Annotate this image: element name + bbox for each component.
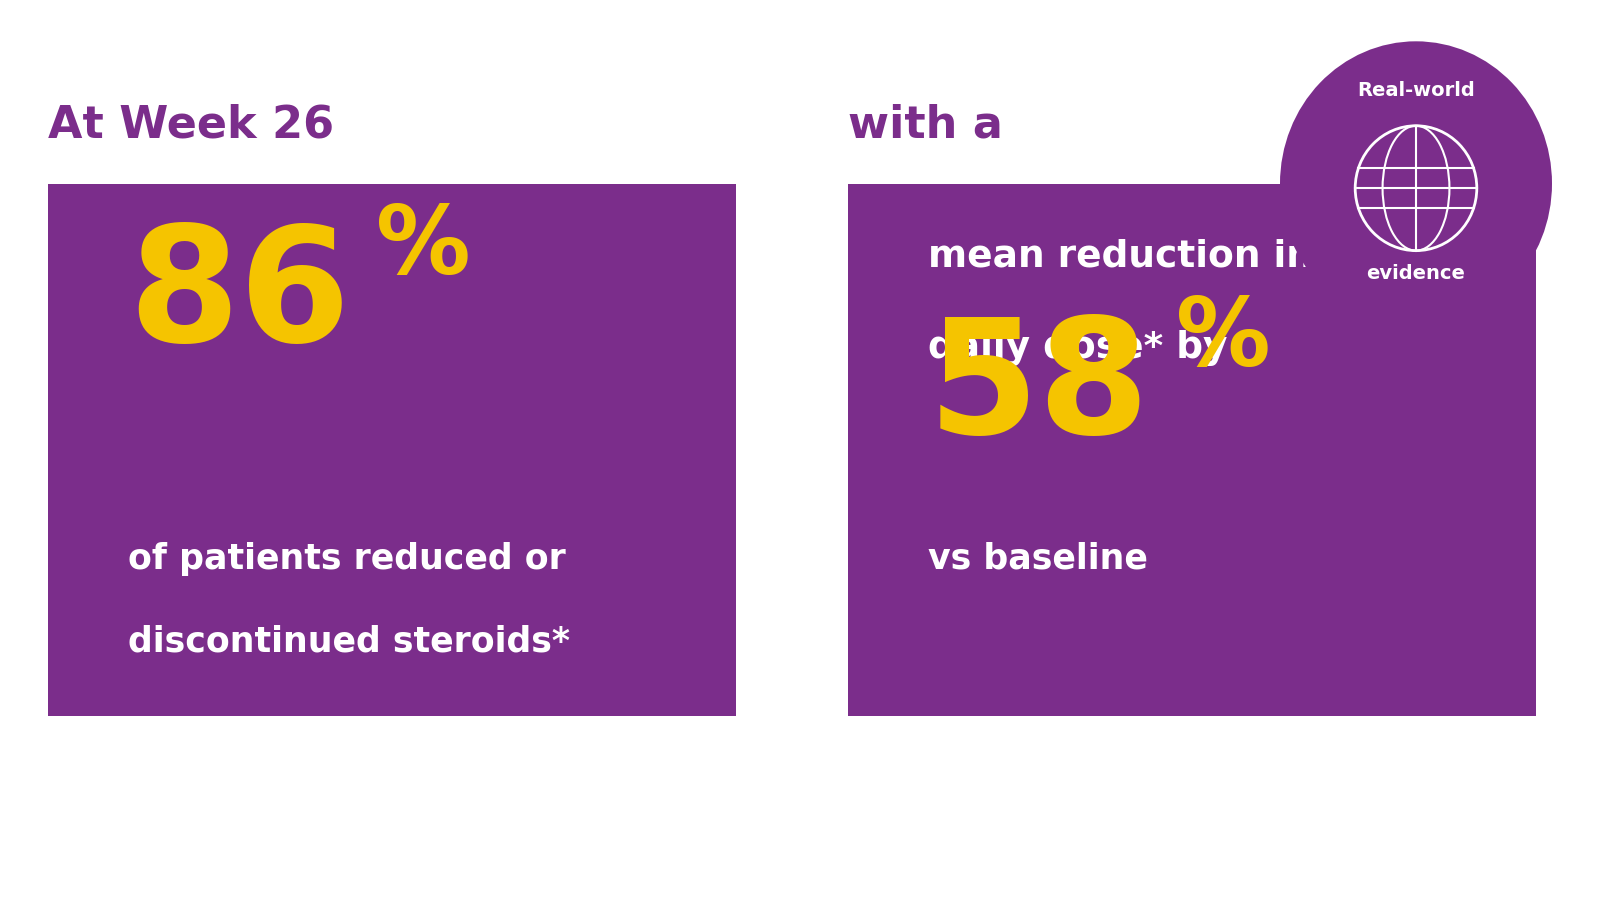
Text: vs baseline: vs baseline	[928, 542, 1147, 576]
Text: %: %	[376, 202, 470, 294]
Text: %: %	[1176, 294, 1270, 386]
FancyBboxPatch shape	[848, 184, 1536, 716]
Text: At Week 26: At Week 26	[48, 104, 334, 147]
Text: evidence: evidence	[1366, 264, 1466, 283]
Text: of patients reduced or: of patients reduced or	[128, 542, 566, 576]
Text: daily dose* by: daily dose* by	[928, 330, 1227, 366]
FancyBboxPatch shape	[48, 184, 736, 716]
Ellipse shape	[1280, 41, 1552, 326]
Text: with a: with a	[848, 104, 1003, 147]
Text: discontinued steroids*: discontinued steroids*	[128, 624, 570, 658]
Text: 58: 58	[928, 312, 1150, 467]
Text: mean reduction in: mean reduction in	[928, 239, 1314, 274]
Text: Real-world: Real-world	[1357, 81, 1475, 100]
Text: 86: 86	[128, 220, 350, 375]
